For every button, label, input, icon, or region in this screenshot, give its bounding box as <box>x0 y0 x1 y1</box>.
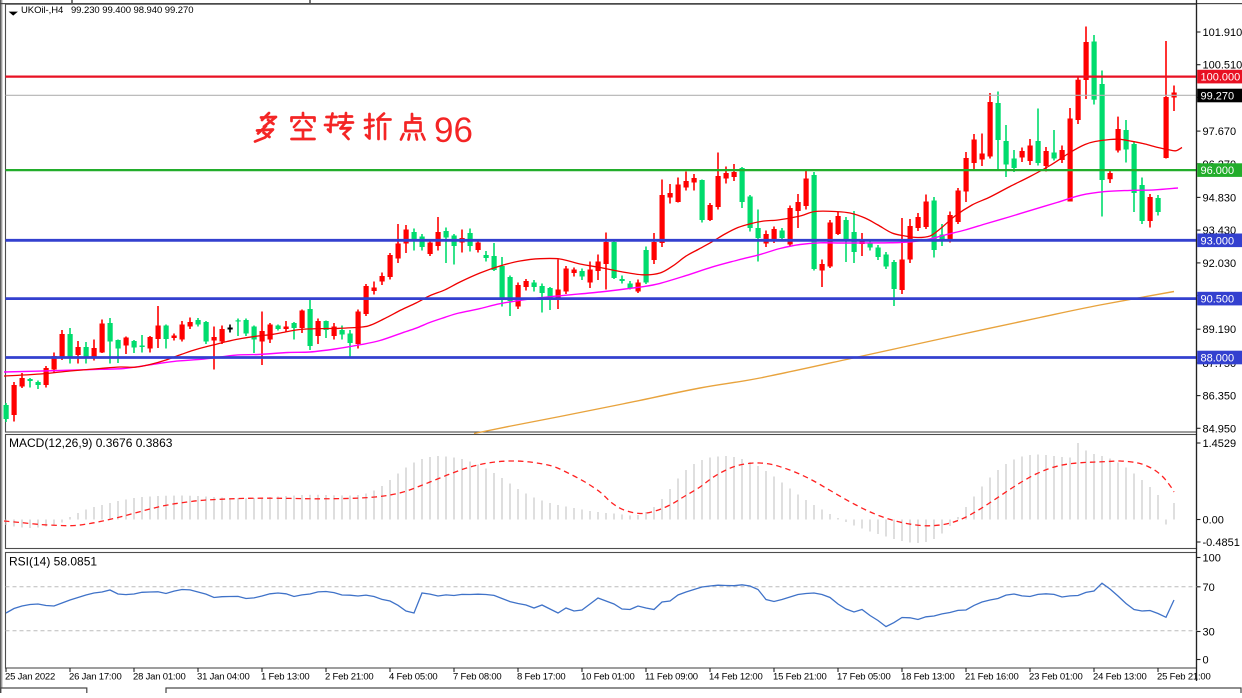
svg-text:17 Feb 05:00: 17 Feb 05:00 <box>837 672 891 683</box>
svg-text:86.350: 86.350 <box>1203 391 1237 403</box>
svg-text:96.000: 96.000 <box>1201 165 1235 177</box>
svg-text:4 Feb 05:00: 4 Feb 05:00 <box>389 672 438 683</box>
svg-text:18 Feb 13:00: 18 Feb 13:00 <box>901 672 955 683</box>
svg-text:28 Jan 01:00: 28 Jan 01:00 <box>133 672 186 683</box>
svg-text:100: 100 <box>1203 553 1221 565</box>
svg-text:MACD(12,26,9) 0.3676 0.3863: MACD(12,26,9) 0.3676 0.3863 <box>9 436 173 450</box>
svg-text:10 Feb 01:00: 10 Feb 01:00 <box>581 672 635 683</box>
svg-text:1.4529: 1.4529 <box>1203 438 1237 450</box>
svg-text:8 Feb 17:00: 8 Feb 17:00 <box>517 672 566 683</box>
svg-text:97.670: 97.670 <box>1203 126 1237 138</box>
svg-text:90.500: 90.500 <box>1201 294 1235 306</box>
svg-text:25 Jan 2022: 25 Jan 2022 <box>5 672 55 683</box>
svg-text:31 Jan 04:00: 31 Jan 04:00 <box>197 672 250 683</box>
svg-text:2 Feb 21:00: 2 Feb 21:00 <box>325 672 374 683</box>
svg-text:100.000: 100.000 <box>1201 72 1241 84</box>
svg-text:101.910: 101.910 <box>1203 27 1242 39</box>
svg-text:0.00: 0.00 <box>1203 515 1224 527</box>
svg-text:21 Feb 16:00: 21 Feb 16:00 <box>965 672 1019 683</box>
svg-text:94.830: 94.830 <box>1203 192 1237 204</box>
svg-text:7 Feb 08:00: 7 Feb 08:00 <box>453 672 502 683</box>
svg-text:1 Feb 13:00: 1 Feb 13:00 <box>261 672 310 683</box>
svg-text:0: 0 <box>1203 655 1209 667</box>
svg-text:30: 30 <box>1203 627 1215 639</box>
svg-text:14 Feb 12:00: 14 Feb 12:00 <box>709 672 763 683</box>
svg-text:26 Jan 17:00: 26 Jan 17:00 <box>69 672 122 683</box>
svg-text:UKOil-,H4 99.230 99.400 98.9: UKOil-,H4 99.230 99.400 98.940 99.270 <box>21 5 193 16</box>
svg-text:-0.4851: -0.4851 <box>1203 537 1240 549</box>
svg-text:RSI(14) 58.0851: RSI(14) 58.0851 <box>9 555 97 569</box>
svg-text:84.950: 84.950 <box>1203 423 1237 435</box>
svg-text:88.000: 88.000 <box>1201 353 1235 365</box>
svg-text:92.030: 92.030 <box>1203 258 1237 270</box>
svg-text:93.000: 93.000 <box>1201 235 1235 247</box>
svg-text:96: 96 <box>434 111 473 150</box>
svg-text:99.270: 99.270 <box>1201 91 1235 103</box>
svg-text:89.190: 89.190 <box>1203 324 1237 336</box>
svg-text:11 Feb 09:00: 11 Feb 09:00 <box>645 672 698 683</box>
svg-text:15 Feb 21:00: 15 Feb 21:00 <box>773 672 827 683</box>
svg-text:24 Feb 13:00: 24 Feb 13:00 <box>1093 672 1147 683</box>
svg-text:25 Feb 21:00: 25 Feb 21:00 <box>1157 672 1211 683</box>
svg-text:70: 70 <box>1203 582 1215 594</box>
svg-text:23 Feb 01:00: 23 Feb 01:00 <box>1029 672 1083 683</box>
